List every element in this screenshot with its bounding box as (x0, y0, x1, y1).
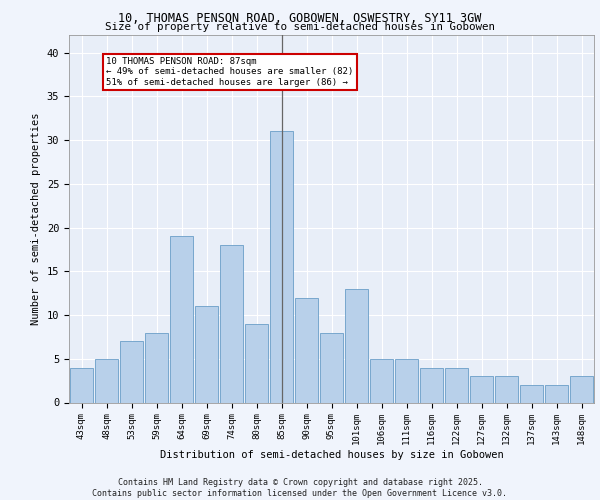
Bar (70, 368, 93, 402)
Text: Contains HM Land Registry data © Crown copyright and database right 2025.
Contai: Contains HM Land Registry data © Crown c… (92, 478, 508, 498)
Bar (395, 359, 418, 403)
Bar (320, 332, 343, 402)
Bar (470, 376, 493, 402)
Text: 10, THOMAS PENSON ROAD, GOBOWEN, OSWESTRY, SY11 3GW: 10, THOMAS PENSON ROAD, GOBOWEN, OSWESTR… (118, 12, 482, 26)
Bar (445, 368, 468, 402)
Bar (295, 298, 318, 403)
Bar (220, 245, 243, 402)
Bar (545, 385, 568, 402)
Bar (170, 236, 193, 402)
Bar (95, 359, 118, 403)
Bar (370, 359, 393, 403)
Y-axis label: Number of semi-detached properties: Number of semi-detached properties (31, 112, 41, 325)
Bar (345, 289, 368, 403)
Bar (145, 332, 168, 402)
X-axis label: Distribution of semi-detached houses by size in Gobowen: Distribution of semi-detached houses by … (160, 450, 503, 460)
Bar (495, 376, 518, 402)
Text: 10 THOMAS PENSON ROAD: 87sqm
← 49% of semi-detached houses are smaller (82)
51% : 10 THOMAS PENSON ROAD: 87sqm ← 49% of se… (107, 57, 354, 86)
Bar (270, 132, 293, 402)
Bar (120, 341, 143, 402)
Text: Size of property relative to semi-detached houses in Gobowen: Size of property relative to semi-detach… (105, 22, 495, 32)
Bar (570, 376, 593, 402)
Bar (245, 324, 268, 402)
Bar (520, 385, 543, 402)
Bar (420, 368, 443, 402)
Bar (195, 306, 218, 402)
